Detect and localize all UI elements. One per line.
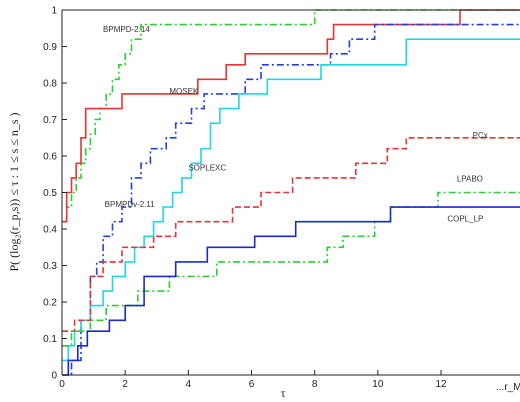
y-tick-label: 1 (51, 6, 57, 17)
series-label-bpmpdv-2-11: BPMPDv-2.11 (105, 200, 156, 209)
series-label-lpabo: LPABO (457, 175, 483, 184)
y-tick-label: 0.2 (43, 298, 57, 309)
series-line-mosek (62, 9, 520, 223)
x-axis-end-label: ...r_M (496, 382, 520, 393)
series-label-pcx: PCx (473, 131, 488, 140)
y-tick-label: 0.1 (43, 334, 57, 345)
y-tick-label: 0.4 (43, 225, 57, 236)
series-layer (62, 9, 520, 376)
series-label-copl-lp: COPL_LP (447, 215, 483, 224)
x-tick-label: 4 (186, 379, 192, 390)
series-line-lpabo (62, 191, 520, 347)
x-tick-label: 0 (59, 379, 65, 390)
y-tick-label: 0.7 (43, 115, 57, 126)
series-label-mosek: MOSEK (169, 87, 199, 96)
series-line-copl-lp (62, 206, 520, 376)
plot-background (62, 10, 520, 375)
x-tick-label: 12 (435, 379, 447, 390)
y-tick-label: 0.9 (43, 42, 57, 53)
series-label-bpmpd-2-14: BPMPD-2.14 (103, 25, 150, 34)
x-tick-label: 6 (249, 379, 255, 390)
y-tick-label: 0.5 (43, 188, 57, 199)
x-tick-label: 2 (122, 379, 128, 390)
series-line-pcx (62, 137, 520, 332)
ticks-layer: 0 2 4 6 8 10 12 0 0.1 0.2 0.3 0.4 0.5 0.6 0.7 0.8 0.9 1 (43, 6, 447, 391)
y-tick-label: 0.8 (43, 79, 57, 90)
y-axis-label: P( (log₂(r_p,s)) ≤ τ : 1 ≤ s ≤ n_s ) (7, 112, 21, 271)
y-tick-label: 0.3 (43, 261, 57, 272)
y-tick-label: 0.6 (43, 152, 57, 163)
series-label-soplexc: SOPLEXC (188, 164, 226, 173)
x-axis-label: τ (281, 386, 286, 400)
y-tick-label: 0 (51, 371, 57, 382)
x-tick-label: 8 (312, 379, 318, 390)
x-tick-label: 10 (372, 379, 384, 390)
series-labels-layer: BPMPD-2.14 MOSEK BPMPDv-2.11 SOPLEXC PCx LPAB… (103, 25, 488, 224)
